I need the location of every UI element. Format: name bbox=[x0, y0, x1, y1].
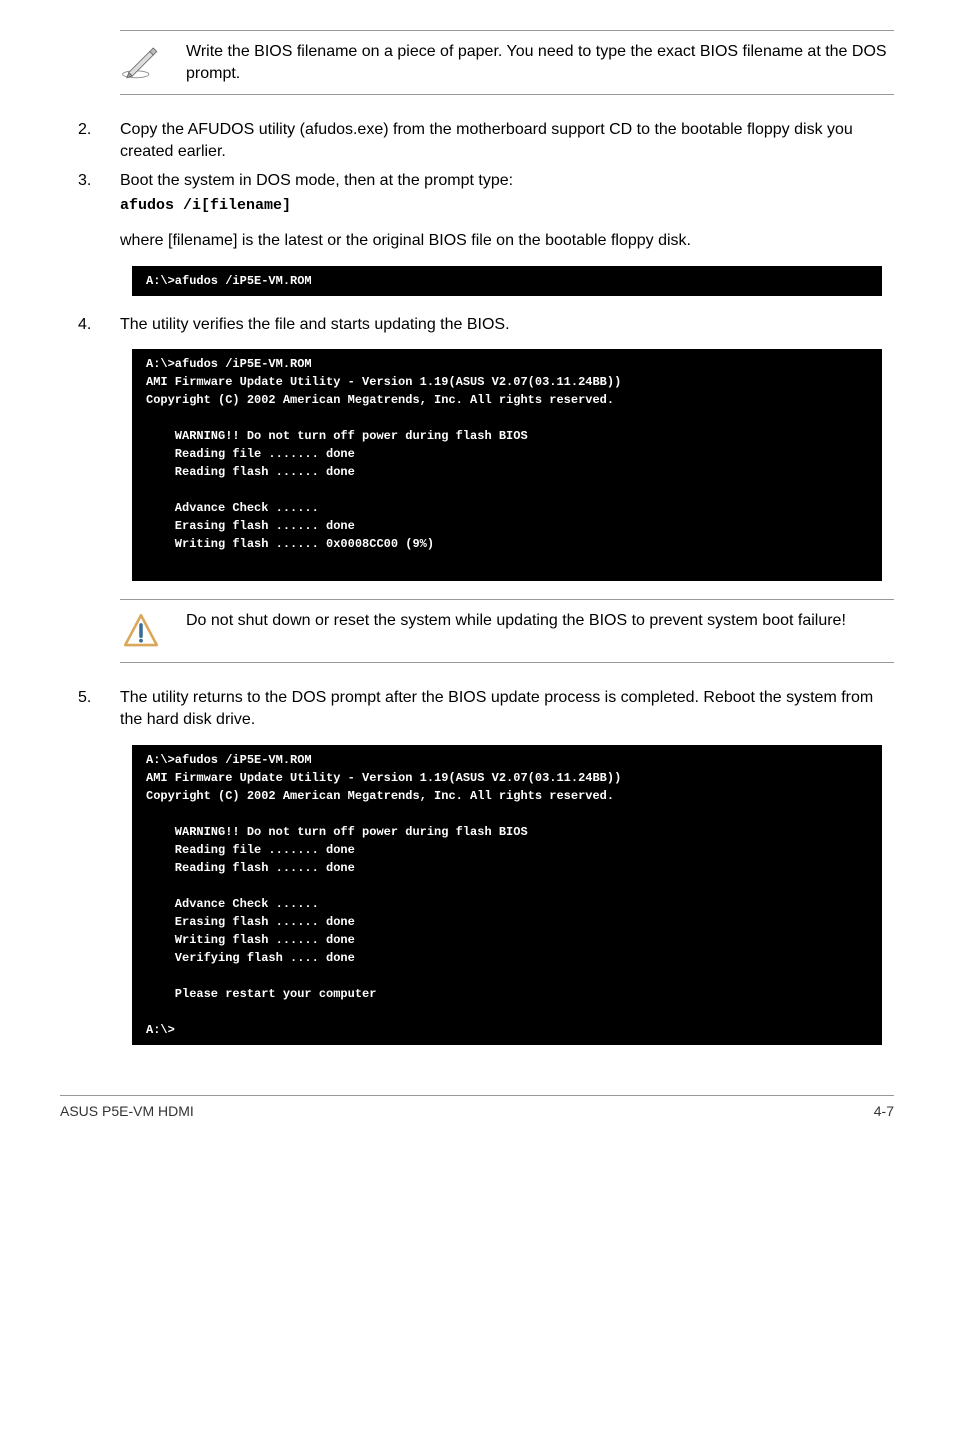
inline-code: afudos /i[filename] bbox=[120, 196, 894, 216]
pencil-icon bbox=[120, 41, 180, 83]
step-text-line: Boot the system in DOS mode, then at the… bbox=[120, 172, 513, 189]
step-number: 2. bbox=[60, 119, 120, 162]
step-number: 5. bbox=[60, 687, 120, 730]
step-number: 4. bbox=[60, 314, 120, 336]
step-4: 4. The utility verifies the file and sta… bbox=[60, 314, 894, 336]
note-text: Write the BIOS filename on a piece of pa… bbox=[180, 41, 894, 84]
step-text: Copy the AFUDOS utility (afudos.exe) fro… bbox=[120, 119, 894, 162]
step-text: Boot the system in DOS mode, then at the… bbox=[120, 170, 894, 216]
step-5: 5. The utility returns to the DOS prompt… bbox=[60, 687, 894, 730]
warning-text: Do not shut down or reset the system whi… bbox=[180, 610, 894, 632]
step-text: The utility returns to the DOS prompt af… bbox=[120, 687, 894, 730]
page-footer: ASUS P5E-VM HDMI 4-7 bbox=[60, 1095, 894, 1121]
step-number: 3. bbox=[60, 170, 120, 216]
warning-box: Do not shut down or reset the system whi… bbox=[120, 599, 894, 663]
terminal-output: A:\>afudos /iP5E-VM.ROM AMI Firmware Upd… bbox=[132, 745, 882, 1045]
step-2: 2. Copy the AFUDOS utility (afudos.exe) … bbox=[60, 119, 894, 162]
step-3: 3. Boot the system in DOS mode, then at … bbox=[60, 170, 894, 216]
step-text: The utility verifies the file and starts… bbox=[120, 314, 894, 336]
terminal-output: A:\>afudos /iP5E-VM.ROM bbox=[132, 266, 882, 296]
warning-icon bbox=[120, 610, 180, 652]
terminal-output: A:\>afudos /iP5E-VM.ROM AMI Firmware Upd… bbox=[132, 349, 882, 581]
footer-left: ASUS P5E-VM HDMI bbox=[60, 1102, 194, 1121]
note-box: Write the BIOS filename on a piece of pa… bbox=[120, 30, 894, 95]
footer-right: 4-7 bbox=[874, 1102, 894, 1121]
body-paragraph: where [filename] is the latest or the or… bbox=[120, 230, 894, 252]
